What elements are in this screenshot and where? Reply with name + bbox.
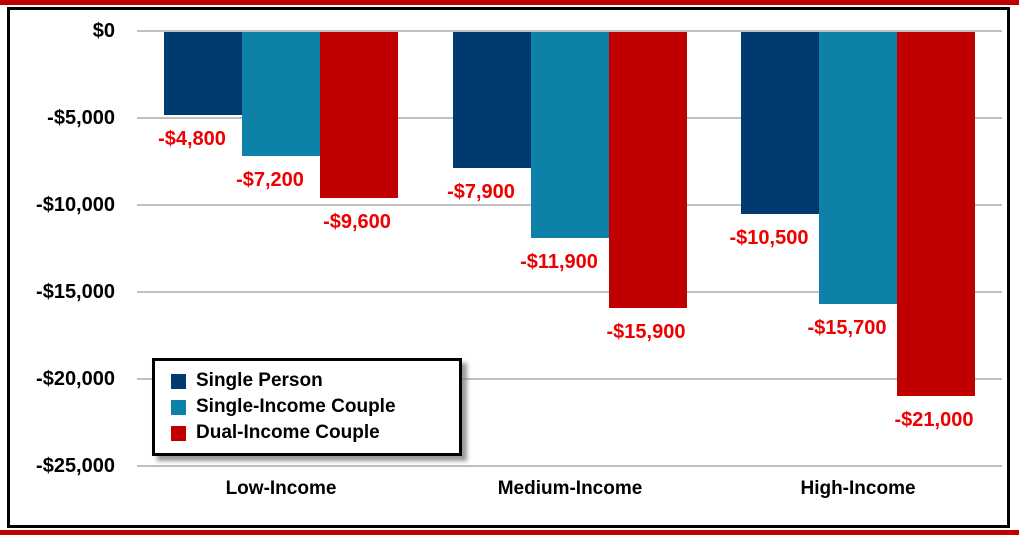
y-tick-label: $0 [92, 20, 115, 42]
bar [164, 32, 242, 115]
data-label: -$15,700 [807, 317, 887, 340]
bar [531, 32, 609, 239]
legend-swatch [171, 399, 186, 415]
chart-border-frame [7, 7, 1010, 528]
legend-item: Single-Income Couple [171, 394, 447, 420]
legend-label: Single-Income Couple [196, 396, 396, 417]
gridline [137, 291, 1002, 293]
gridline [137, 465, 1002, 467]
bar [609, 32, 687, 308]
x-category-label: Low-Income [225, 478, 337, 499]
legend-label: Dual-Income Couple [196, 422, 380, 443]
y-tick-label: -$5,000 [47, 107, 115, 129]
y-tick-label: -$25,000 [36, 455, 115, 477]
data-label: -$9,600 [323, 211, 391, 234]
gridline [137, 30, 1002, 32]
legend-swatch [171, 425, 186, 441]
bar [741, 32, 819, 214]
bar [453, 32, 531, 169]
bottom-accent-bar [0, 530, 1019, 535]
legend-label: Single Person [196, 370, 323, 391]
legend-item: Single Person [171, 368, 447, 394]
data-label: -$10,500 [729, 226, 809, 249]
x-category-label: High-Income [800, 478, 916, 499]
y-tick-label: -$20,000 [36, 368, 115, 390]
gridline [137, 378, 1002, 380]
legend: Single Person Single-Income Couple Dual-In… [152, 358, 462, 456]
legend-swatch [171, 373, 186, 389]
bar [897, 32, 975, 397]
bar [242, 32, 320, 157]
bar [819, 32, 897, 305]
top-accent-bar [0, 0, 1019, 5]
data-label: -$11,900 [520, 251, 598, 274]
data-label: -$7,900 [447, 181, 515, 204]
y-tick-label: -$15,000 [36, 281, 115, 303]
bar [320, 32, 398, 199]
x-category-label: Medium-Income [497, 478, 643, 499]
y-tick-label: -$10,000 [36, 194, 115, 216]
data-label: -$15,900 [606, 320, 686, 343]
data-label: -$4,800 [158, 127, 226, 150]
legend-item: Dual-Income Couple [171, 420, 447, 446]
data-label: -$7,200 [236, 169, 304, 192]
data-label: -$21,000 [894, 409, 974, 432]
